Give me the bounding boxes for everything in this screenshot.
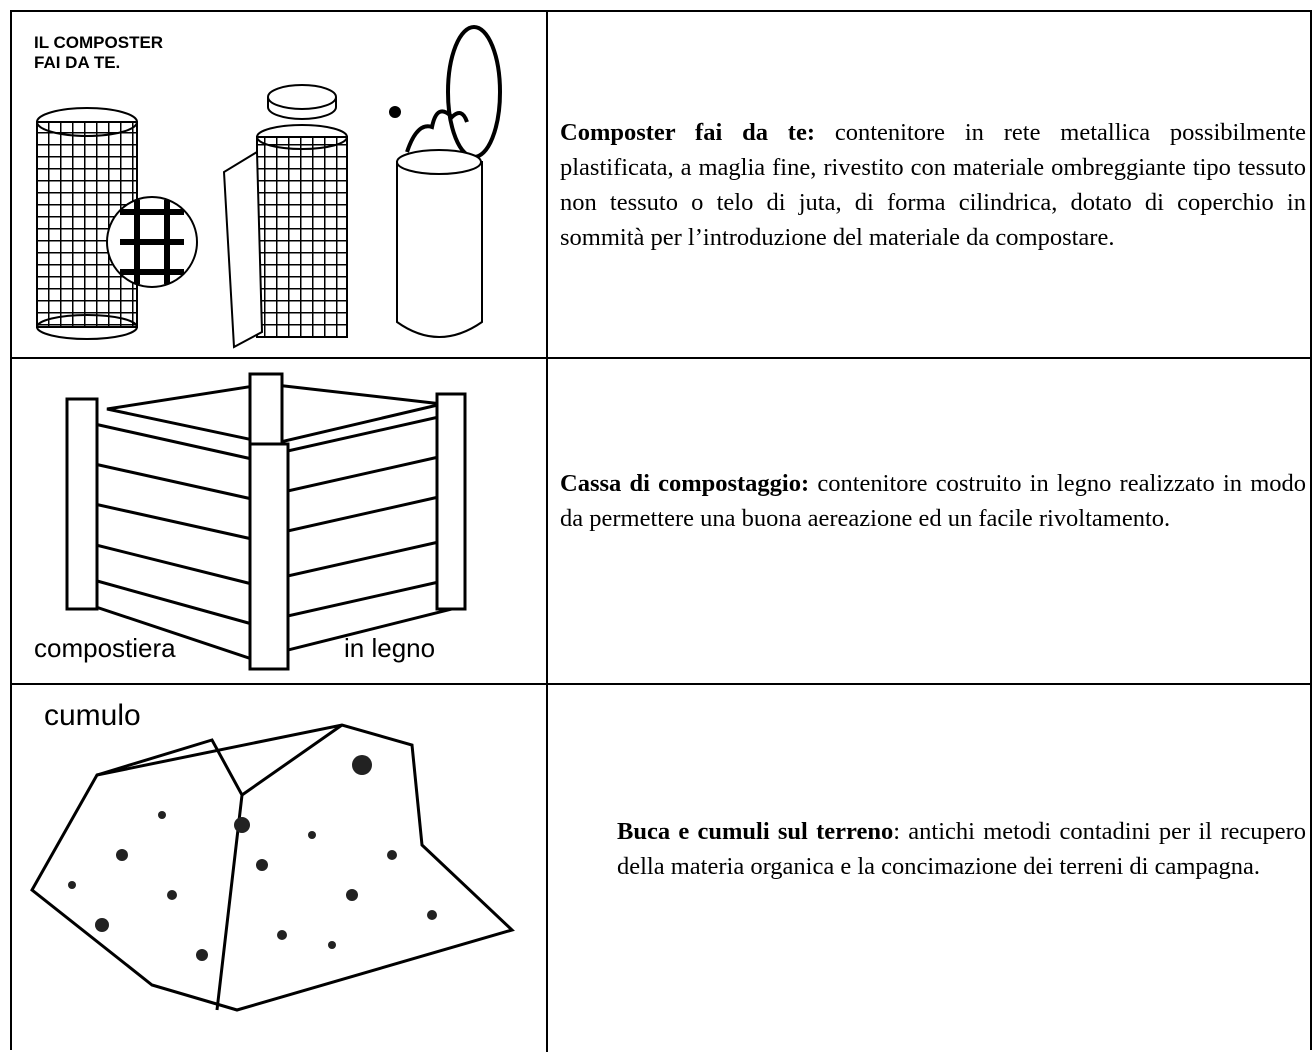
paragraph: Cassa di compostaggio: contenitore costr… xyxy=(560,466,1306,536)
term: Composter fai da te: xyxy=(560,118,815,146)
description: contenitore in rete metallica possibilme… xyxy=(560,118,1306,251)
image-cell: compostiera in legno xyxy=(12,359,548,683)
image-cell: cumulo xyxy=(12,685,548,1052)
description: : antichi metodi contadini per il recupe… xyxy=(617,817,1307,880)
caption: cumulo xyxy=(44,699,141,732)
table: IL COMPOSTER FAI DA TE. xyxy=(10,10,1312,1052)
paragraph: Composter fai da te: contenitore in rete… xyxy=(560,115,1306,255)
text-cell: Buca e cumuli sul terreno: antichi metod… xyxy=(617,685,1306,1052)
illustration: IL COMPOSTER FAI DA TE. xyxy=(34,25,502,349)
table-row: cumulo Buca e cumuli sul terreno: antich… xyxy=(12,685,1310,1052)
caption: FAI DA TE. xyxy=(34,53,120,72)
paragraph: Buca e cumuli sul terreno: antichi metod… xyxy=(617,814,1306,884)
term: Buca e cumuli sul terreno xyxy=(617,817,894,845)
text-cell: Cassa di compostaggio: contenitore costr… xyxy=(560,359,1306,683)
caption: in legno xyxy=(344,633,435,663)
caption: compostiera xyxy=(34,633,176,663)
table-row: compostiera in legno Cassa di compostagg… xyxy=(12,359,1310,685)
image-cell: IL COMPOSTER FAI DA TE. xyxy=(12,12,548,357)
term: Cassa di compostaggio: xyxy=(560,470,810,497)
illustration: cumulo xyxy=(30,699,515,1012)
illustration: compostiera in legno xyxy=(34,372,467,671)
text-cell: Composter fai da te: contenitore in rete… xyxy=(560,12,1306,357)
caption: IL COMPOSTER xyxy=(34,33,163,52)
table-row: IL COMPOSTER FAI DA TE. xyxy=(12,12,1310,359)
description: contenitore costruito in legno realizzat… xyxy=(560,470,1306,532)
